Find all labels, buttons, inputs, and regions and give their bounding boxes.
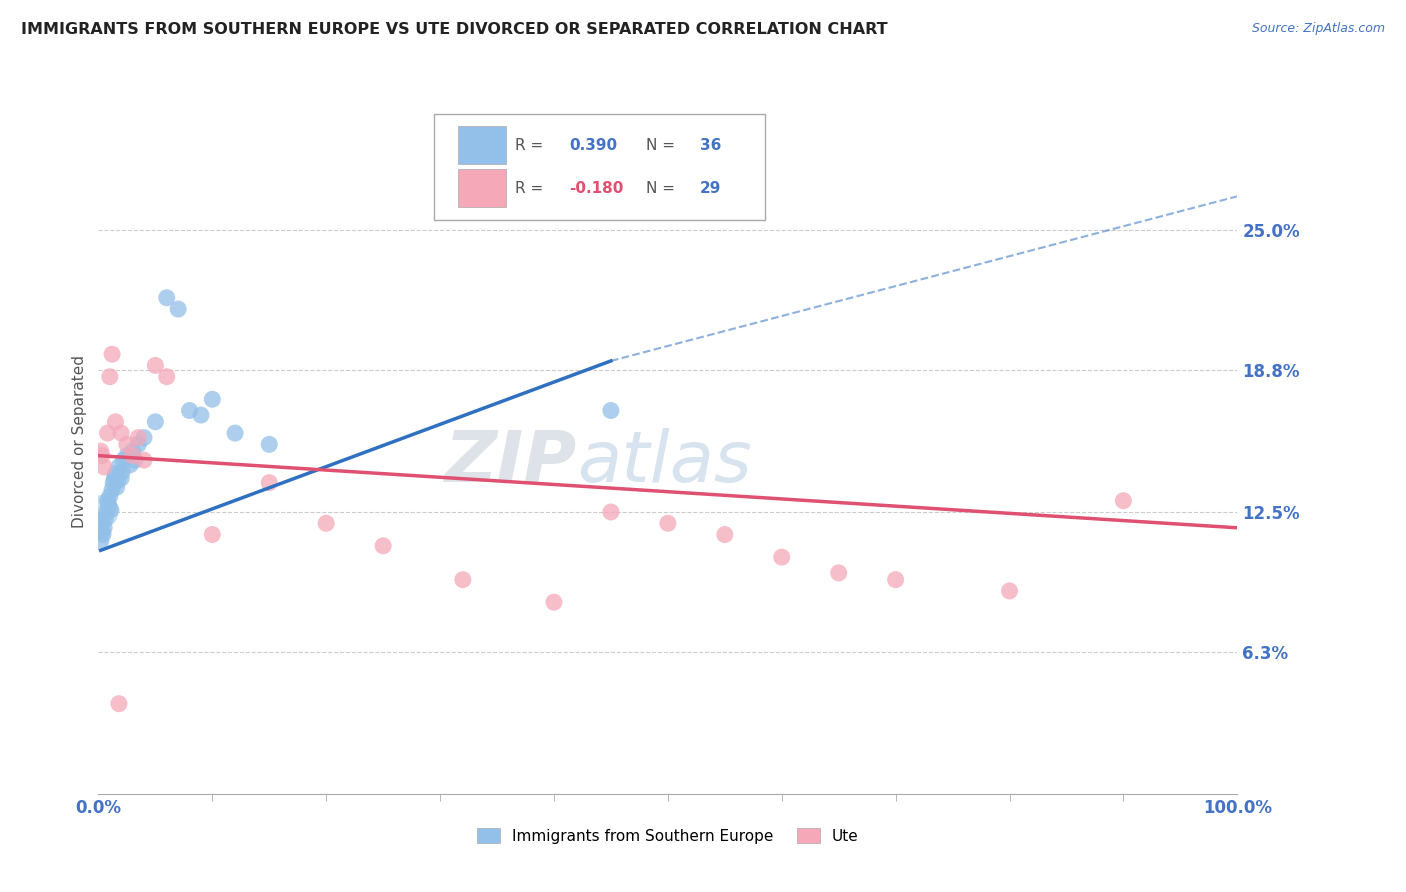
Point bbox=[112, 453, 135, 467]
Point bbox=[96, 493, 118, 508]
Point bbox=[179, 403, 201, 417]
Point bbox=[96, 505, 118, 519]
Point bbox=[1112, 493, 1135, 508]
FancyBboxPatch shape bbox=[458, 126, 506, 164]
Point bbox=[167, 301, 190, 316]
Point bbox=[543, 595, 565, 609]
Point bbox=[657, 516, 679, 531]
Point bbox=[600, 505, 623, 519]
Point bbox=[103, 475, 125, 490]
Text: atlas: atlas bbox=[576, 428, 751, 497]
Point bbox=[91, 525, 114, 540]
Point bbox=[121, 444, 143, 458]
Point bbox=[98, 489, 121, 503]
Point bbox=[770, 550, 793, 565]
Point bbox=[110, 471, 132, 485]
Point bbox=[145, 359, 167, 373]
Point bbox=[132, 453, 155, 467]
Point bbox=[201, 392, 224, 407]
Point bbox=[91, 527, 114, 541]
Legend: Immigrants from Southern Europe, Ute: Immigrants from Southern Europe, Ute bbox=[471, 822, 865, 850]
Point bbox=[101, 483, 124, 497]
Point bbox=[98, 369, 121, 384]
Point bbox=[190, 408, 212, 422]
FancyBboxPatch shape bbox=[434, 114, 765, 219]
Point bbox=[90, 516, 112, 531]
Point bbox=[103, 471, 125, 485]
Point bbox=[121, 449, 143, 463]
Point bbox=[120, 458, 142, 472]
Point bbox=[104, 415, 127, 429]
Text: 29: 29 bbox=[700, 181, 721, 196]
Point bbox=[105, 480, 128, 494]
Point bbox=[94, 512, 117, 526]
Text: 36: 36 bbox=[700, 137, 721, 153]
Text: 0.390: 0.390 bbox=[569, 137, 617, 153]
Y-axis label: Divorced or Separated: Divorced or Separated bbox=[72, 355, 87, 528]
Point bbox=[259, 437, 281, 451]
Point bbox=[108, 697, 131, 711]
Text: -0.180: -0.180 bbox=[569, 181, 623, 196]
Point bbox=[90, 449, 112, 463]
Point bbox=[132, 431, 155, 445]
Point bbox=[115, 449, 138, 463]
Point bbox=[101, 347, 124, 361]
Text: ZIP: ZIP bbox=[444, 428, 576, 497]
Point bbox=[90, 505, 112, 519]
Text: R =: R = bbox=[515, 181, 544, 196]
Point bbox=[156, 291, 179, 305]
Text: IMMIGRANTS FROM SOUTHERN EUROPE VS UTE DIVORCED OR SEPARATED CORRELATION CHART: IMMIGRANTS FROM SOUTHERN EUROPE VS UTE D… bbox=[21, 22, 887, 37]
Point bbox=[371, 539, 394, 553]
Point bbox=[104, 467, 127, 481]
Point bbox=[97, 498, 120, 512]
Text: R =: R = bbox=[515, 137, 544, 153]
Point bbox=[107, 474, 129, 488]
Point bbox=[201, 527, 224, 541]
Point bbox=[96, 426, 118, 441]
Point bbox=[884, 573, 907, 587]
Point bbox=[124, 453, 146, 467]
Point bbox=[828, 566, 851, 580]
Point bbox=[127, 431, 149, 445]
Point bbox=[224, 426, 246, 441]
Point bbox=[156, 369, 179, 384]
Text: Source: ZipAtlas.com: Source: ZipAtlas.com bbox=[1251, 22, 1385, 36]
Point bbox=[108, 459, 131, 474]
Point bbox=[90, 534, 112, 549]
Point bbox=[111, 464, 134, 478]
Point bbox=[115, 437, 138, 451]
Text: N =: N = bbox=[647, 137, 675, 153]
Point bbox=[100, 502, 122, 516]
Point bbox=[145, 415, 167, 429]
Point bbox=[127, 437, 149, 451]
Point bbox=[998, 583, 1021, 598]
Point bbox=[90, 444, 112, 458]
Point bbox=[714, 527, 737, 541]
FancyBboxPatch shape bbox=[458, 169, 506, 208]
Point bbox=[600, 403, 623, 417]
Point bbox=[315, 516, 337, 531]
Point bbox=[259, 475, 281, 490]
Text: N =: N = bbox=[647, 181, 675, 196]
Point bbox=[451, 573, 474, 587]
Point bbox=[93, 459, 115, 474]
Point bbox=[110, 426, 132, 441]
Point bbox=[93, 521, 115, 535]
